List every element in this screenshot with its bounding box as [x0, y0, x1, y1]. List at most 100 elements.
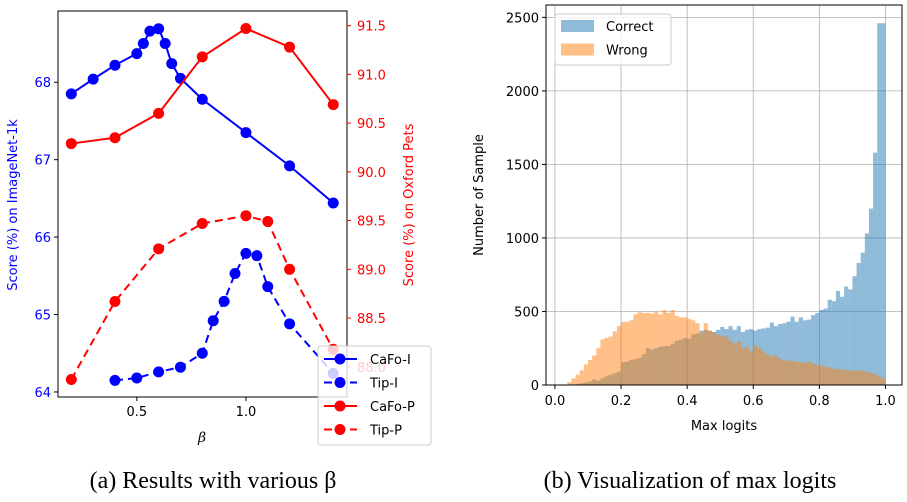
y-tick-label: 1500	[506, 158, 539, 173]
histogram-bar-correct	[798, 317, 803, 385]
y-right-axis-label: Score (%) on Oxford Pets	[402, 123, 417, 286]
histogram-bar-wrong	[856, 370, 861, 385]
series-line-tip-p	[70, 214, 335, 380]
y-left-tick-label: 65	[34, 309, 51, 324]
histogram-bar-correct	[856, 262, 861, 385]
data-point-cafo-i	[109, 59, 121, 71]
data-point-tip-i	[196, 347, 208, 359]
legend-swatch-correct	[561, 20, 594, 32]
data-point-cafo-p	[153, 107, 165, 119]
histogram-bar-correct	[860, 252, 865, 385]
histogram-bar-wrong	[740, 348, 745, 385]
histogram-bar-correct	[811, 315, 816, 385]
beta-results-chart: 0.51.0646566676888.088.589.089.590.090.5…	[6, 10, 432, 446]
histogram-bar-wrong	[798, 362, 803, 385]
histogram-bar-correct	[881, 23, 886, 386]
histogram-bar-wrong	[716, 335, 721, 385]
histogram-bar-wrong	[860, 371, 865, 385]
data-point-cafo-i	[144, 25, 156, 37]
legend-label-tip-p: Tip-P	[369, 424, 402, 439]
histogram-bar-wrong	[592, 355, 597, 385]
legend-label-correct: Correct	[606, 20, 653, 35]
histogram-bar-correct	[819, 310, 824, 385]
histogram-bar-wrong	[736, 340, 741, 385]
data-point-cafo-i	[284, 160, 296, 172]
x-axis-label: Max logits	[691, 419, 758, 434]
histogram-bar-wrong	[819, 365, 824, 385]
histogram-bar-correct	[815, 312, 820, 385]
y-left-tick-label: 64	[34, 386, 51, 401]
histogram-bar-correct	[823, 308, 828, 385]
data-point-cafo-i	[327, 197, 339, 209]
histogram-bar-wrong	[811, 363, 816, 385]
legend-swatch-wrong	[561, 43, 594, 56]
data-point-tip-i	[131, 372, 143, 384]
histogram-bar-wrong	[641, 312, 646, 385]
histogram-bar-wrong	[815, 364, 820, 385]
histogram-bar-wrong	[621, 321, 626, 385]
data-point-cafo-i	[65, 88, 77, 100]
histogram-bar-correct	[835, 290, 841, 385]
histogram-bar-wrong	[616, 326, 622, 385]
data-point-cafo-i	[240, 127, 252, 139]
histogram-bar-wrong	[596, 348, 601, 385]
histogram-bar-wrong	[881, 379, 886, 385]
legend: CaFo-I Tip-I CaFo-P Tip-P	[317, 345, 432, 446]
histogram-bar-wrong	[608, 336, 613, 385]
y-right-tick-label: 88.5	[357, 312, 386, 327]
y-right-tick-label: 89.5	[357, 215, 386, 230]
legend-marker-cafo-i	[334, 353, 346, 365]
histogram-bar-correct	[806, 319, 812, 385]
y-tick-label: 2500	[506, 11, 539, 26]
histogram-bar-wrong	[600, 339, 605, 385]
y-right-tick-label: 89.0	[357, 263, 386, 278]
histogram-bar-wrong	[666, 312, 671, 385]
histogram-bar-wrong	[575, 374, 580, 385]
histogram-bar-wrong	[773, 355, 779, 385]
histogram-bar-wrong	[753, 345, 758, 385]
data-point-cafo-i	[196, 93, 208, 105]
histogram-bar-wrong	[629, 320, 634, 385]
data-point-tip-i	[109, 374, 121, 386]
y-left-tick-label: 68	[34, 76, 51, 91]
x-tick-label: 0.2	[611, 394, 632, 409]
histogram-bar-correct	[790, 316, 795, 385]
histogram-bar-correct	[873, 152, 878, 385]
histogram-bar-wrong	[691, 320, 696, 385]
histogram-bar-wrong	[732, 343, 737, 385]
histogram-bar-wrong	[873, 373, 878, 385]
histogram-bar-wrong	[674, 315, 679, 385]
histogram-bar-wrong	[633, 314, 638, 385]
data-point-tip-i	[174, 361, 186, 373]
x-tick-label: 1.0	[875, 394, 896, 409]
data-point-tip-p	[284, 263, 296, 275]
histogram-bar-wrong	[852, 371, 857, 385]
histogram-bar-wrong	[583, 364, 588, 385]
histogram-bar-wrong	[707, 330, 712, 385]
y-right-tick-label: 91.0	[357, 68, 386, 83]
histogram-bar-wrong	[567, 382, 572, 385]
histogram-bar-correct	[782, 323, 787, 385]
data-point-tip-p	[262, 216, 274, 228]
histogram-bar-correct	[778, 323, 783, 385]
legend-label-cafo-p: CaFo-P	[370, 400, 415, 415]
histogram-bar-wrong	[579, 370, 584, 385]
data-point-cafo-p	[327, 99, 339, 111]
data-point-tip-i	[284, 318, 296, 330]
caption-a: (a) Results with various β	[90, 468, 337, 494]
histogram-bar-wrong	[769, 356, 774, 385]
legend-label-wrong: Wrong	[606, 44, 648, 59]
data-point-tip-i	[240, 247, 252, 259]
data-point-tip-i	[153, 366, 165, 378]
legend-box	[317, 345, 432, 446]
histogram-bar-wrong	[794, 361, 799, 385]
histogram-bar-correct	[844, 286, 849, 385]
y-left-tick-label: 67	[34, 154, 51, 169]
histogram-bar-correct	[848, 289, 853, 385]
histogram-bar-wrong	[806, 361, 812, 385]
histogram-bar-wrong	[765, 354, 770, 385]
data-point-tip-i	[251, 250, 263, 262]
y-left-axis-label: Score (%) on ImageNet-1k	[6, 119, 21, 291]
histogram-bar-wrong	[649, 313, 655, 385]
histogram-bar-wrong	[695, 323, 700, 385]
